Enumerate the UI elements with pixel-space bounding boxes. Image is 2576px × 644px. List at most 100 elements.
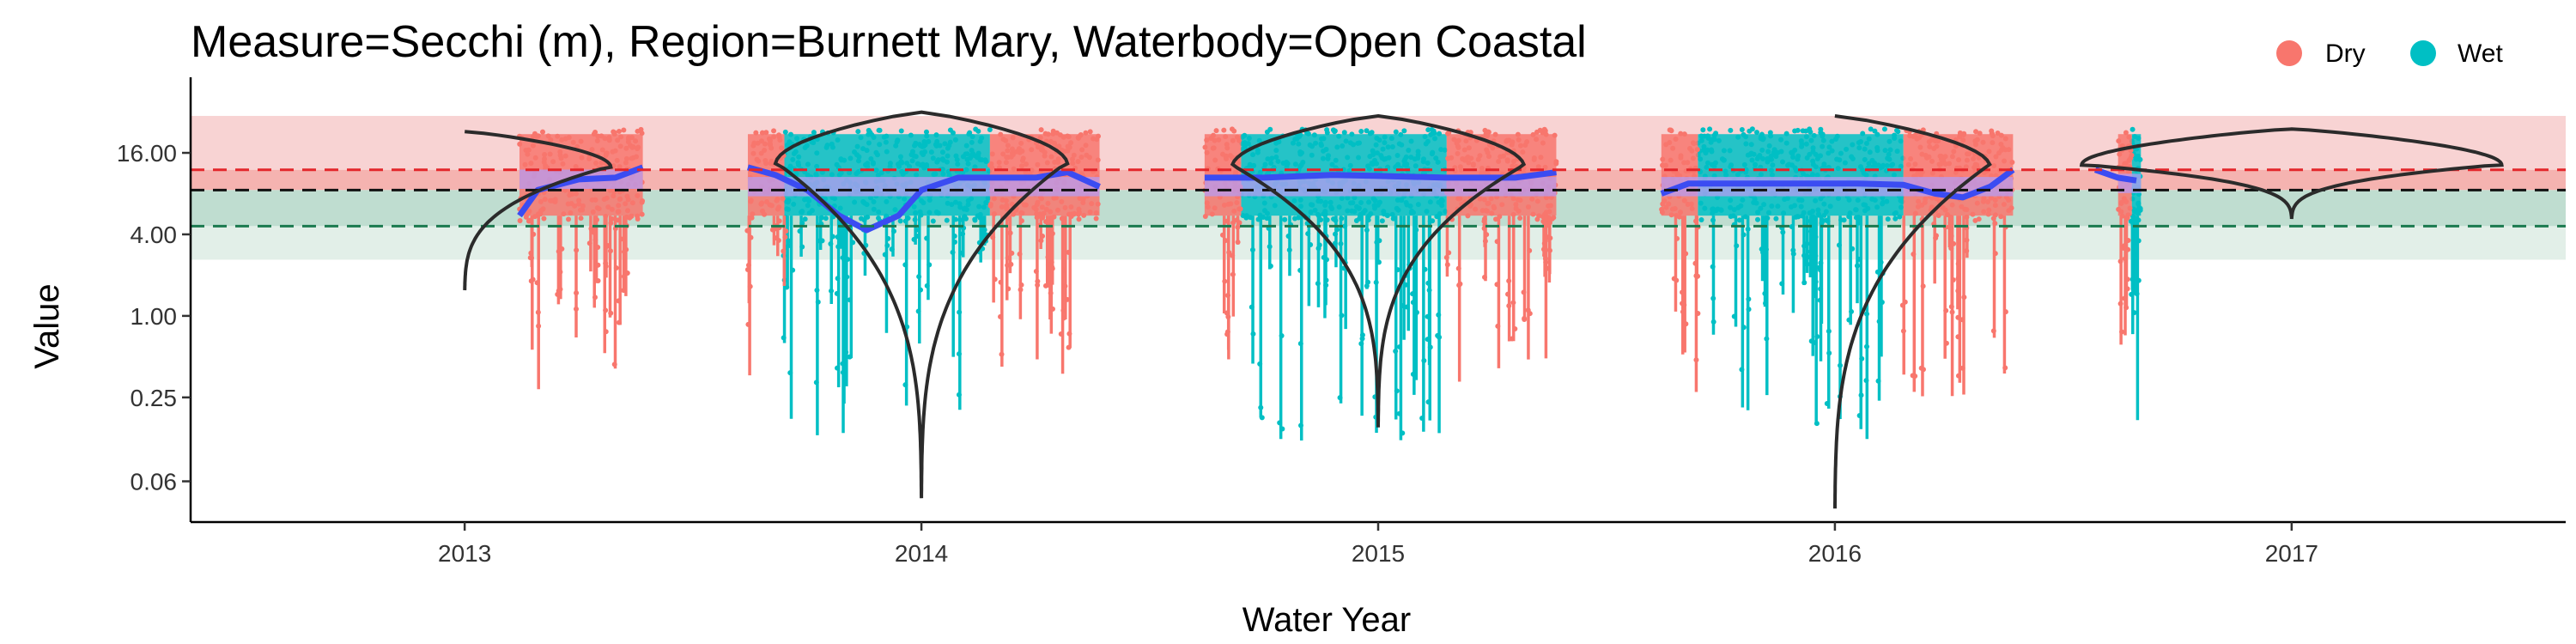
dry-point xyxy=(608,310,614,316)
dry-point xyxy=(573,191,579,197)
wet-point xyxy=(864,148,870,154)
wet-point xyxy=(962,205,968,211)
dry-point xyxy=(1949,154,1955,160)
wet-point xyxy=(883,139,889,145)
dry-point xyxy=(1479,208,1485,214)
wet-point xyxy=(791,201,797,207)
dry-point xyxy=(1477,153,1483,159)
wet-point xyxy=(1769,203,1775,209)
dry-point xyxy=(1058,331,1064,337)
wet-point xyxy=(1792,128,1798,134)
dry-point xyxy=(595,133,601,139)
dry-point xyxy=(614,157,620,163)
wet-point xyxy=(1373,142,1379,148)
wet-point xyxy=(1753,200,1759,206)
trend-line xyxy=(1660,167,2015,201)
dry-point xyxy=(1005,148,1011,154)
dry-point xyxy=(999,197,1005,203)
wet-point xyxy=(1326,153,1332,159)
dry-point xyxy=(1510,300,1516,306)
wet-point xyxy=(1728,127,1734,133)
wet-point xyxy=(1743,134,1749,140)
dry-point xyxy=(1482,238,1488,244)
segment-2016 xyxy=(1659,126,2015,440)
wet-point xyxy=(1323,283,1329,289)
wet-point xyxy=(1856,413,1862,419)
wet-point xyxy=(1443,209,1449,215)
wet-point xyxy=(934,138,940,144)
wet-point xyxy=(835,276,841,282)
dry-point xyxy=(532,131,538,137)
wet-point xyxy=(1279,333,1285,339)
wet-point xyxy=(1853,207,1859,213)
dry-point xyxy=(1093,210,1099,216)
wet-point xyxy=(1291,197,1297,204)
dry-point xyxy=(2009,160,2015,166)
wet-point xyxy=(1821,161,1827,167)
dry-point xyxy=(1038,196,1044,202)
dry-point xyxy=(988,161,994,167)
dry-point xyxy=(586,155,592,161)
wet-point xyxy=(1707,126,1713,132)
wet-point xyxy=(1849,308,1855,314)
dry-point xyxy=(542,197,548,203)
dry-point xyxy=(1530,211,1536,217)
wet-point xyxy=(1804,261,1810,267)
dry-point xyxy=(1234,199,1240,205)
wet-point xyxy=(1705,136,1711,142)
dry-point xyxy=(1992,197,1998,203)
dry-point xyxy=(1457,196,1463,202)
dry-point xyxy=(2129,152,2135,158)
dry-point xyxy=(750,143,756,149)
wet-point xyxy=(951,239,957,245)
dry-point xyxy=(1947,161,1953,167)
dry-point xyxy=(2124,276,2130,283)
wet-point xyxy=(933,171,939,177)
wet-point xyxy=(1835,166,1841,172)
dry-point xyxy=(1681,160,1687,166)
y-tick-label: 1.00 xyxy=(131,303,178,330)
dry-point xyxy=(764,199,770,205)
dry-point xyxy=(538,198,544,204)
wet-point xyxy=(1803,141,1809,147)
dry-point xyxy=(601,197,607,203)
wet-point xyxy=(858,216,864,222)
wet-point xyxy=(855,158,861,164)
dry-point xyxy=(1546,209,1552,215)
dry-point xyxy=(2002,365,2008,371)
dry-point xyxy=(598,160,605,166)
dry-point xyxy=(1095,201,1101,207)
wet-point xyxy=(1374,135,1380,141)
dry-point xyxy=(1041,210,1047,216)
dry-point xyxy=(2116,138,2122,144)
wet-point xyxy=(877,142,883,148)
dry-point xyxy=(559,137,565,143)
wet-point xyxy=(957,309,963,315)
wet-point xyxy=(947,139,953,145)
dry-point xyxy=(1536,213,1542,219)
wet-point xyxy=(1398,131,1404,137)
dry-point xyxy=(1974,162,1980,168)
wet-point xyxy=(926,138,932,144)
wet-point xyxy=(787,370,793,376)
wet-point xyxy=(784,206,790,212)
wet-point xyxy=(871,198,877,204)
wet-point xyxy=(1858,392,1864,398)
wet-point xyxy=(1704,164,1710,170)
wet-point xyxy=(1763,246,1769,252)
dry-point xyxy=(1973,129,1979,135)
dry-point xyxy=(2117,258,2123,264)
wet-point xyxy=(1243,213,1249,219)
wet-point xyxy=(1898,138,1904,144)
wet-point xyxy=(1892,132,1898,138)
wet-point xyxy=(1818,267,1824,273)
dry-point xyxy=(2126,134,2132,140)
wet-point xyxy=(1813,197,1819,204)
dry-point xyxy=(605,204,611,210)
dry-point xyxy=(1083,143,1089,149)
wet-point xyxy=(983,199,989,205)
wet-point xyxy=(954,156,960,162)
wet-point xyxy=(1425,280,1431,286)
dry-point xyxy=(1694,147,1700,153)
dry-point xyxy=(1075,159,1081,165)
